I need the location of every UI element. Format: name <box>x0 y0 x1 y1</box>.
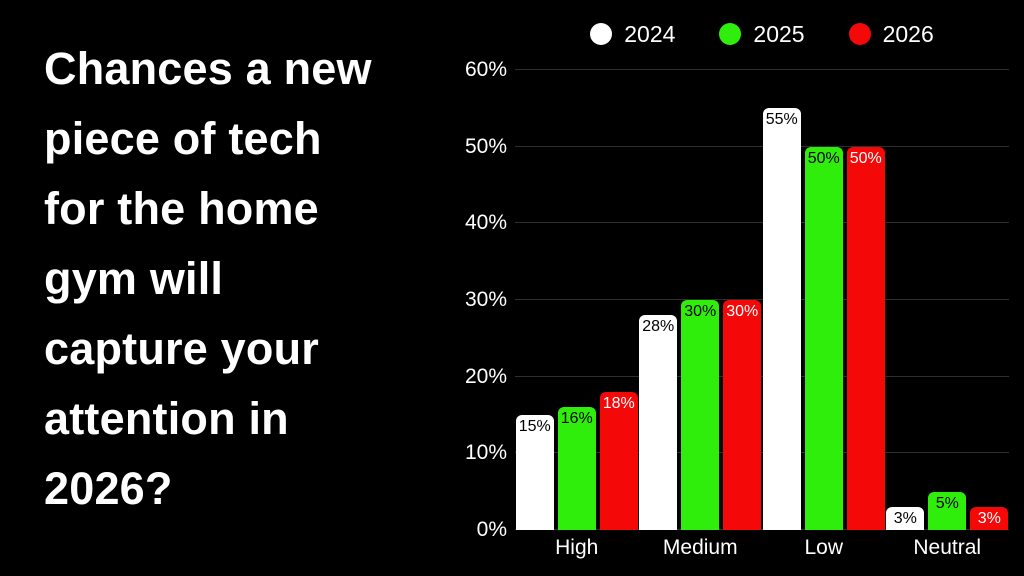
bar-value-label: 16% <box>560 410 593 428</box>
title-line: attention in <box>44 393 289 444</box>
bar-2026-medium: 30% <box>723 300 762 530</box>
bar-group-low: 55% 50% 50% <box>762 70 886 530</box>
bar-value-label: 28% <box>642 318 675 336</box>
bar-2024-low: 55% <box>762 108 801 530</box>
x-axis-label-medium: Medium <box>662 536 738 559</box>
bar-value-label: 3% <box>893 510 917 527</box>
bar-2025-medium: 30% <box>681 300 720 530</box>
bar-value-label: 50% <box>849 149 882 167</box>
title-line: capture your <box>44 323 319 374</box>
bar-groups: 15% 16% 18% 28% 30% 30% 55% 50% 50% 3% 5% 3% <box>515 70 1009 530</box>
bar-2024-high: 15% <box>515 415 554 530</box>
bar-group-high: 15% 16% 18% <box>515 70 639 530</box>
legend-swatch-icon <box>719 23 742 45</box>
plot-area: 15% 16% 18% 28% 30% 30% 55% 50% 50% 3% 5% 3% <box>515 69 1009 530</box>
y-axis-tick-label: 30% <box>464 288 507 311</box>
gridline <box>515 452 1009 454</box>
bar-2026-high: 18% <box>599 392 638 530</box>
bar-value-label: 30% <box>684 303 717 320</box>
legend-label: 2026 <box>882 20 934 47</box>
title-line: gym will <box>44 253 224 304</box>
bar-group-neutral: 3% 5% 3% <box>886 70 1010 530</box>
title-line: for the home <box>44 183 319 234</box>
title-line: piece of tech <box>44 113 322 164</box>
y-axis-tick-label: 50% <box>464 134 507 158</box>
legend-item-2025: 2025 <box>719 20 805 48</box>
legend-label: 2025 <box>753 20 805 47</box>
bar-value-label: 30% <box>726 303 759 320</box>
gridline <box>515 69 1009 70</box>
legend: 2024 2025 2026 <box>515 20 1009 48</box>
bar-value-label: 15% <box>518 418 551 435</box>
bar-2025-neutral: 5% <box>928 491 967 530</box>
legend-item-2026: 2026 <box>848 20 934 48</box>
bar-2026-neutral: 3% <box>970 507 1009 530</box>
chart-title: Chances a new piece of tech for the home… <box>44 34 444 524</box>
y-axis-tick-label: 20% <box>464 364 507 388</box>
bar-2024-neutral: 3% <box>886 507 925 530</box>
y-axis-tick-label: 60% <box>464 58 507 81</box>
y-axis-tick-label: 0% <box>476 518 507 541</box>
bar-value-label: 18% <box>602 395 635 412</box>
bar-value-label: 5% <box>935 494 959 512</box>
title-line: Chances a new <box>44 43 372 94</box>
bar-2025-low: 50% <box>804 146 843 530</box>
bar-2024-medium: 28% <box>639 315 678 530</box>
y-axis-tick-label: 40% <box>464 211 507 235</box>
bar-value-label: 50% <box>807 149 840 167</box>
gridline <box>515 375 1009 377</box>
legend-swatch-icon <box>590 23 613 45</box>
legend-label: 2024 <box>624 20 676 47</box>
gridline <box>515 145 1009 147</box>
gridline <box>515 222 1009 224</box>
bar-2025-high: 16% <box>557 407 596 530</box>
bar-group-medium: 28% 30% 30% <box>639 70 763 530</box>
gridline <box>515 529 1009 530</box>
title-line: 2026? <box>44 463 173 514</box>
bar-value-label: 55% <box>765 111 798 129</box>
x-axis-label-neutral: Neutral <box>913 536 982 559</box>
x-axis-label-low: Low <box>804 536 844 559</box>
legend-item-2024: 2024 <box>590 21 675 48</box>
gridline <box>515 299 1009 300</box>
bar-2026-low: 50% <box>846 146 885 530</box>
legend-swatch-icon <box>848 23 871 45</box>
x-axis-labels: High Medium Low Neutral <box>515 536 1009 560</box>
x-axis-label-high: High <box>555 536 599 559</box>
y-axis-tick-label: 10% <box>464 441 507 465</box>
bar-value-label: 3% <box>977 510 1001 527</box>
